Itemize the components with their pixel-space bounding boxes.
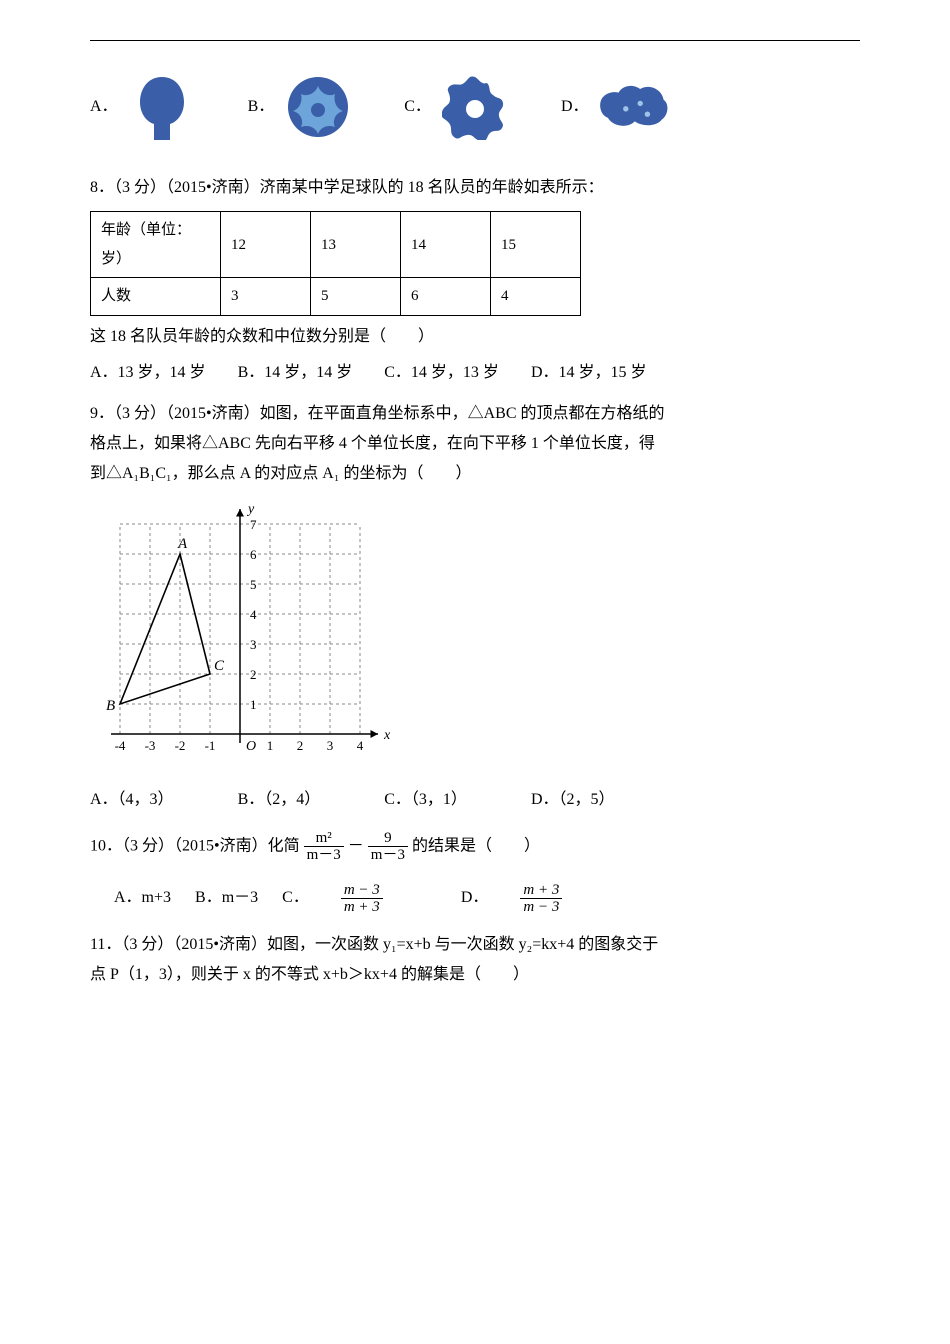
svg-text:y: y bbox=[246, 504, 255, 517]
q7-options: A． B． C． D． bbox=[90, 71, 860, 143]
q8-r4: 6 bbox=[401, 278, 491, 316]
svg-text:-1: -1 bbox=[205, 738, 216, 753]
q7-opt-d: D． bbox=[561, 71, 669, 143]
q8-c15: 15 bbox=[491, 212, 581, 278]
q10-opt-d: D． m + 3 m − 3 bbox=[461, 882, 619, 916]
q10-f1-num: m² bbox=[304, 830, 344, 848]
q10-options: A．m+3 B．m－3 C． m − 3 m + 3 D． m + 3 m − … bbox=[90, 882, 860, 916]
svg-text:4: 4 bbox=[250, 607, 257, 622]
q7-b-label: B． bbox=[248, 92, 275, 122]
q7-b-shape bbox=[282, 71, 354, 143]
svg-text:3: 3 bbox=[250, 637, 257, 652]
q7-d-label: D． bbox=[561, 92, 589, 122]
svg-text:O: O bbox=[246, 739, 256, 754]
q10-d-label: D． bbox=[461, 883, 489, 913]
q8-c12: 12 bbox=[221, 212, 311, 278]
q10-f1-den: m－3 bbox=[304, 847, 344, 864]
q7-opt-a: A． bbox=[90, 71, 198, 143]
svg-text:1: 1 bbox=[267, 738, 274, 753]
q10-f2-num: 9 bbox=[368, 830, 408, 848]
svg-text:7: 7 bbox=[250, 517, 257, 532]
q10-frac2: 9 m－3 bbox=[368, 830, 408, 864]
svg-text:3: 3 bbox=[327, 738, 334, 753]
svg-text:2: 2 bbox=[250, 667, 257, 682]
svg-text:-3: -3 bbox=[145, 738, 156, 753]
q8-r3: 5 bbox=[311, 278, 401, 316]
q8-c14: 14 bbox=[401, 212, 491, 278]
q8-options: A．13 岁，14 岁 B．14 岁，14 岁 C．14 岁，13 岁 D．14… bbox=[90, 358, 860, 388]
q7-a-shape bbox=[126, 71, 198, 143]
q7-c-label: C． bbox=[404, 92, 431, 122]
q10-frac1: m² m－3 bbox=[304, 830, 344, 864]
q11-line2: 点 P（1，3），则关于 x 的不等式 x+b＞kx+4 的解集是（ ） bbox=[90, 960, 860, 990]
q9-graph: -4 -3 -2 -1 1 2 3 4 1 2 3 4 5 6 7 Ox y A B C bbox=[90, 504, 860, 775]
q10-prefix: 10．（3 分）（2015•济南）化简 bbox=[90, 837, 300, 854]
q10-suffix: 的结果是（ ） bbox=[412, 837, 540, 854]
shape-d-icon bbox=[597, 79, 669, 135]
coordinate-grid-icon: -4 -3 -2 -1 1 2 3 4 1 2 3 4 5 6 7 Ox y A B C bbox=[90, 504, 400, 764]
q7-opt-b: B． bbox=[248, 71, 355, 143]
svg-text:6: 6 bbox=[250, 547, 257, 562]
q9-line3: 到△A₁B₁C₁，那么点 A 的对应点 A₁ 的坐标为（ ） bbox=[90, 459, 860, 489]
svg-text:-4: -4 bbox=[115, 738, 126, 753]
q8-r2: 3 bbox=[221, 278, 311, 316]
q7-d-shape bbox=[597, 71, 669, 143]
q9-line1: 9．（3 分）（2015•济南）如图，在平面直角坐标系中，△ABC 的顶点都在方… bbox=[90, 399, 860, 429]
q9: 9．（3 分）（2015•济南）如图，在平面直角坐标系中，△ABC 的顶点都在方… bbox=[90, 399, 860, 490]
q10-opt-c: C． m − 3 m + 3 bbox=[282, 882, 439, 916]
top-rule bbox=[90, 40, 860, 41]
q9-opt-b: B．（2，4） bbox=[238, 785, 321, 815]
q8-th-age: 年龄（单位：岁） bbox=[91, 212, 221, 278]
q8-table: 年龄（单位：岁） 12 13 14 15 人数 3 5 6 4 bbox=[90, 211, 581, 316]
q10-d-num: m + 3 bbox=[520, 882, 562, 900]
q7-a-label: A． bbox=[90, 92, 118, 122]
q7-opt-c: C． bbox=[404, 71, 511, 143]
q7-c-shape bbox=[439, 71, 511, 143]
q10: 10．（3 分）（2015•济南）化简 m² m－3 － 9 m－3 的结果是（… bbox=[90, 830, 860, 864]
svg-text:4: 4 bbox=[357, 738, 364, 753]
q9-opt-a: A．（4，3） bbox=[90, 785, 174, 815]
q10-f2-den: m－3 bbox=[368, 847, 408, 864]
q8-opt-b: B．14 岁，14 岁 bbox=[238, 358, 353, 388]
q9-opt-d: D．（2，5） bbox=[531, 785, 615, 815]
q10-c-num: m − 3 bbox=[341, 882, 383, 900]
svg-text:2: 2 bbox=[297, 738, 304, 753]
q8-opt-d: D．14 岁，15 岁 bbox=[531, 358, 647, 388]
svg-text:-2: -2 bbox=[175, 738, 186, 753]
q10-opt-a: A．m+3 bbox=[114, 883, 171, 913]
svg-text:B: B bbox=[106, 698, 115, 714]
svg-text:1: 1 bbox=[250, 697, 257, 712]
q8-title: 8．（3 分）（2015•济南）济南某中学足球队的 18 名队员的年龄如表所示： bbox=[90, 173, 860, 203]
q8-opt-a: A．13 岁，14 岁 bbox=[90, 358, 206, 388]
svg-text:5: 5 bbox=[250, 577, 257, 592]
shape-c-icon bbox=[442, 74, 508, 140]
q8-opt-c: C．14 岁，13 岁 bbox=[384, 358, 499, 388]
q11: 11．（3 分）（2015•济南）如图，一次函数 y₁=x+b 与一次函数 y₂… bbox=[90, 930, 860, 991]
q10-minus: － bbox=[348, 837, 364, 854]
q9-options: A．（4，3） B．（2，4） C．（3，1） D．（2，5） bbox=[90, 785, 860, 815]
shape-a-icon bbox=[132, 72, 192, 142]
q10-c-label: C． bbox=[282, 883, 309, 913]
q10-c-den: m + 3 bbox=[341, 899, 383, 916]
q9-opt-c: C．（3，1） bbox=[384, 785, 467, 815]
shape-b-icon bbox=[285, 74, 351, 140]
q10-d-den: m − 3 bbox=[520, 899, 562, 916]
svg-text:A: A bbox=[177, 536, 188, 552]
q8-r5: 4 bbox=[491, 278, 581, 316]
q8-line2: 这 18 名队员年龄的众数和中位数分别是（ ） bbox=[90, 322, 860, 352]
q10-d-frac: m + 3 m − 3 bbox=[520, 882, 590, 916]
q10-opt-b: B．m－3 bbox=[195, 883, 258, 913]
svg-text:x: x bbox=[383, 728, 391, 743]
q10-c-frac: m − 3 m + 3 bbox=[341, 882, 411, 916]
q8-c13: 13 bbox=[311, 212, 401, 278]
q11-line1: 11．（3 分）（2015•济南）如图，一次函数 y₁=x+b 与一次函数 y₂… bbox=[90, 930, 860, 960]
svg-text:C: C bbox=[214, 658, 225, 674]
q8-th-count: 人数 bbox=[91, 278, 221, 316]
q9-line2: 格点上，如果将△ABC 先向右平移 4 个单位长度，在向下平移 1 个单位长度，… bbox=[90, 429, 860, 459]
